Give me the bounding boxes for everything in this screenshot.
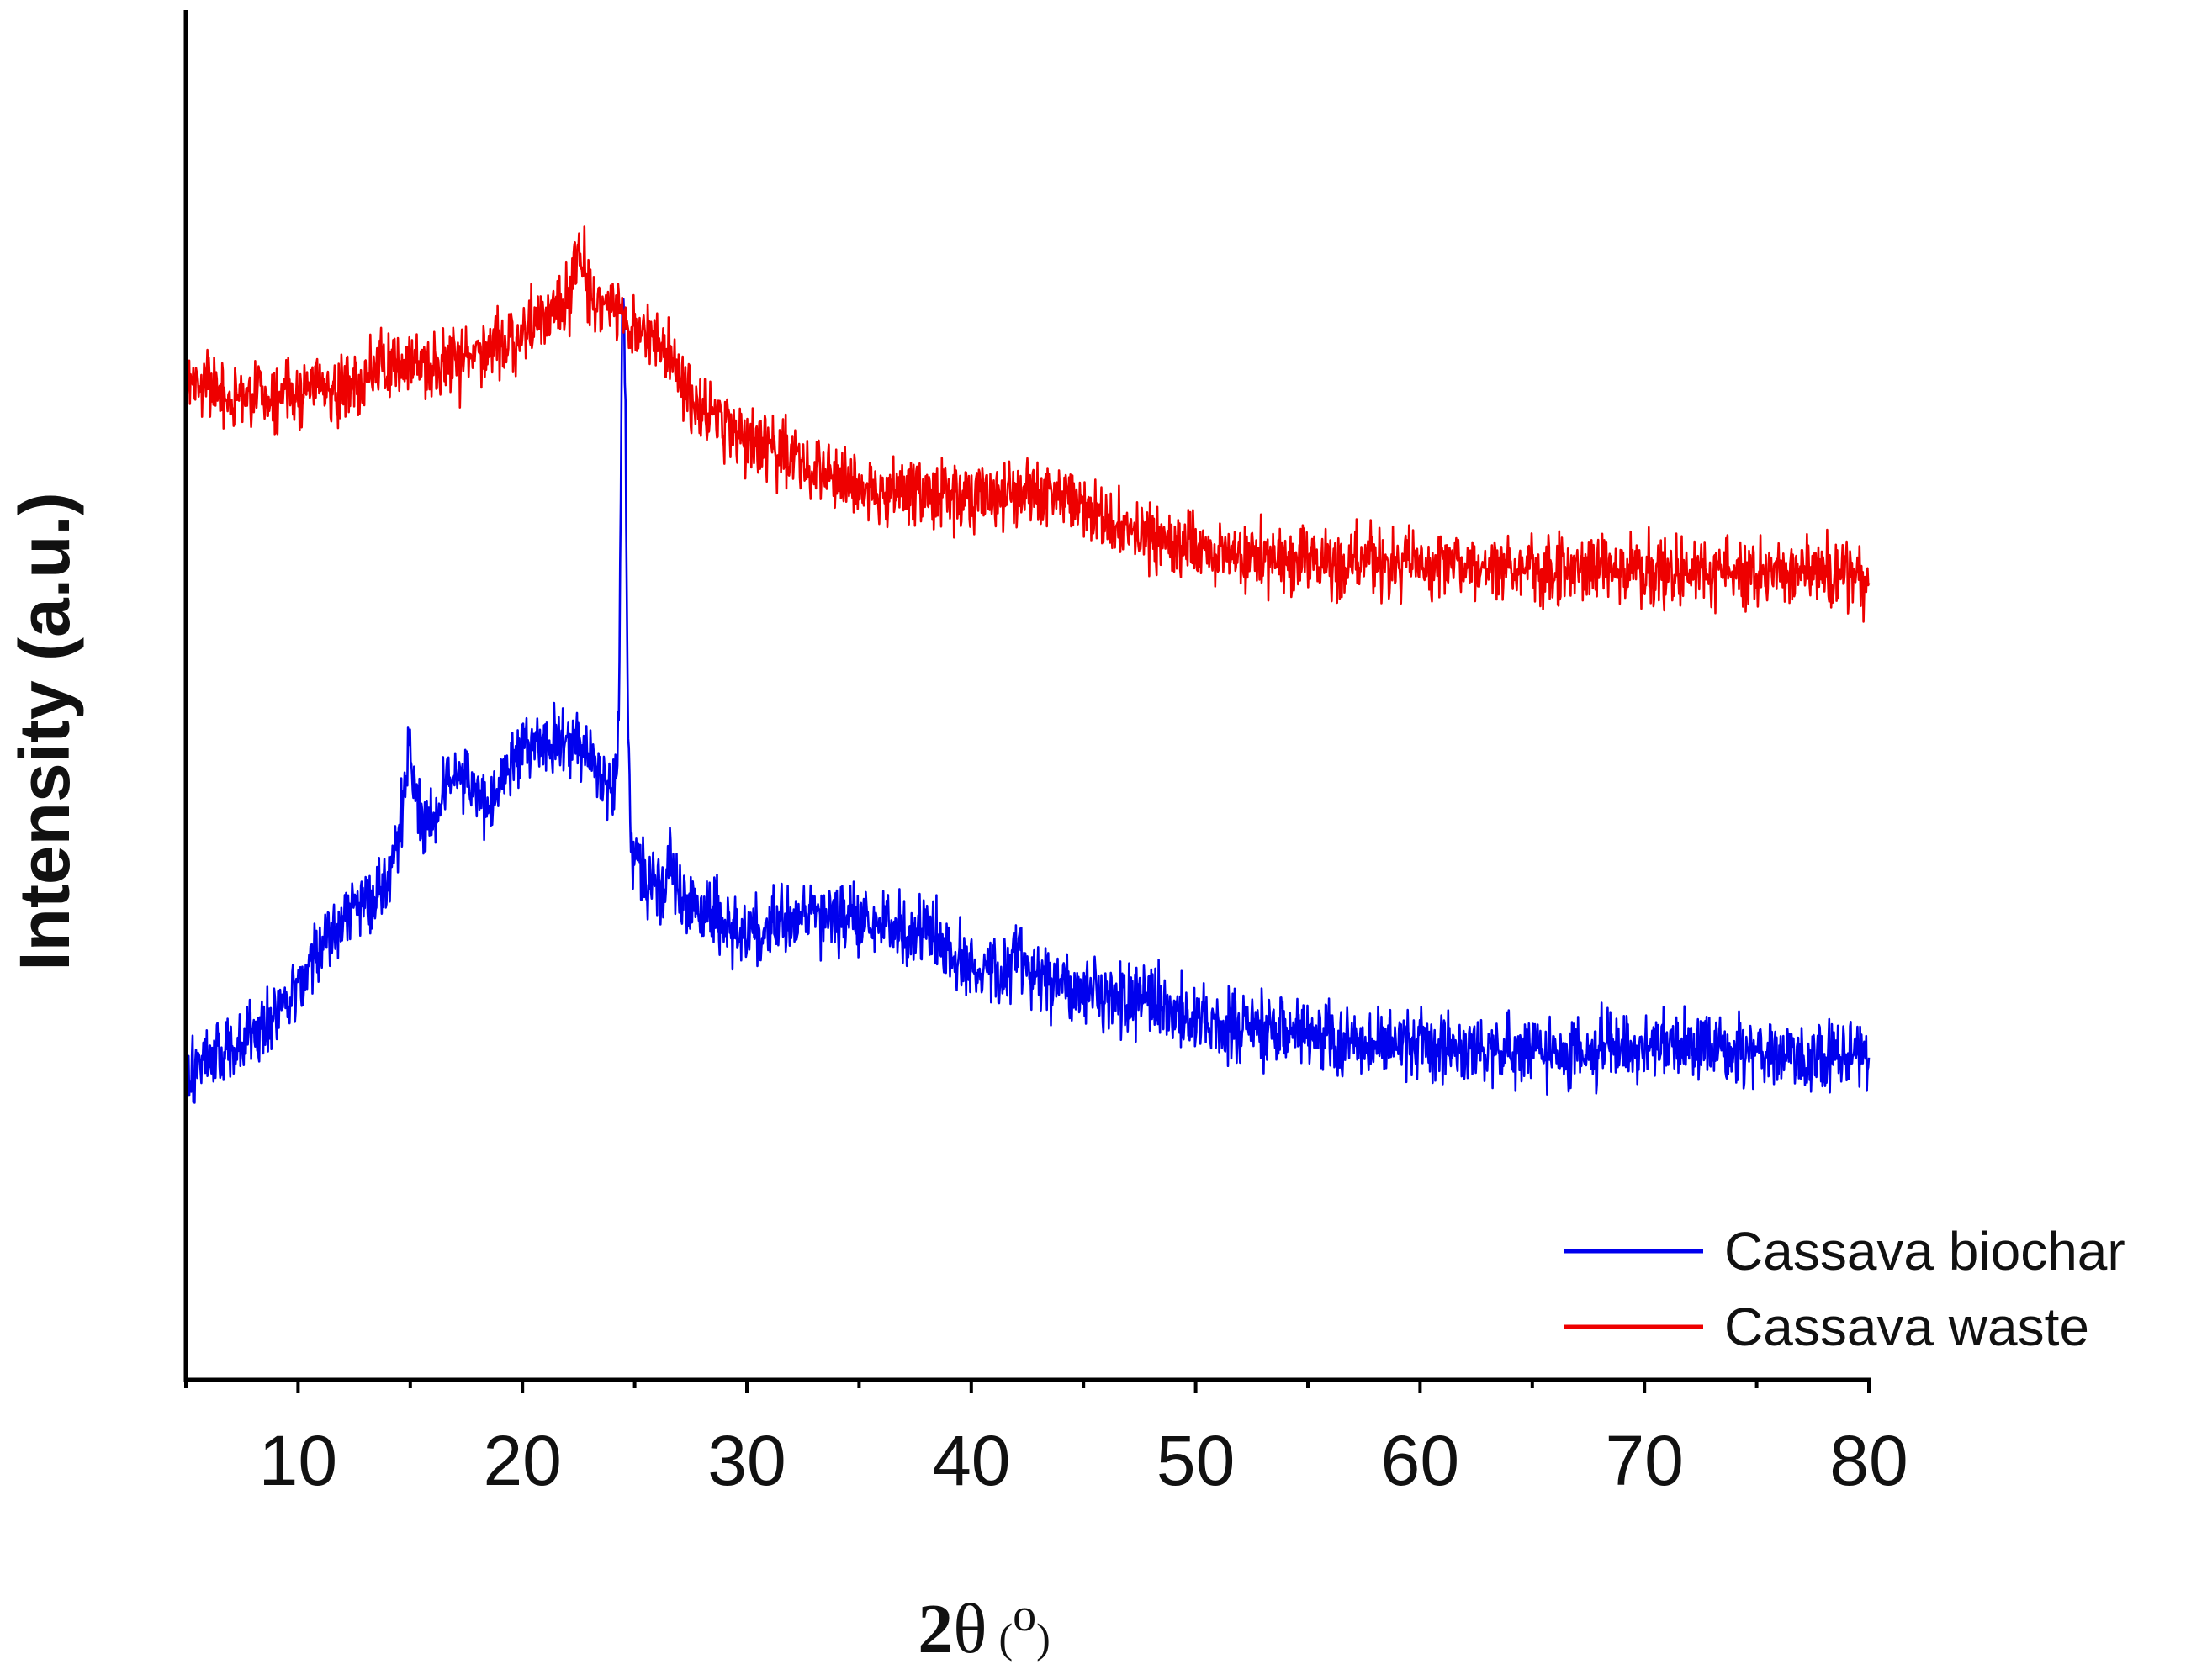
x-tick-label: 60 xyxy=(1381,1421,1459,1500)
x-axis-label-open-paren: ( xyxy=(998,1614,1013,1662)
legend-label-cassava-biochar: Cassava biochar xyxy=(1724,1221,2125,1281)
y-axis-label: Intensity (a.u.) xyxy=(5,492,84,970)
x-tick-label: 40 xyxy=(932,1421,1010,1500)
x-axis-label-theta: θ xyxy=(953,1590,987,1668)
x-tick-label: 80 xyxy=(1829,1421,1908,1500)
series-line-cassava-waste xyxy=(184,225,1871,623)
x-tick-label: 30 xyxy=(707,1421,786,1500)
x-tick-label: 50 xyxy=(1156,1421,1235,1500)
x-axis-label: 2θ (o) xyxy=(918,1589,1051,1668)
x-axis-label-degree: o xyxy=(1013,1589,1036,1641)
x-tick-label: 70 xyxy=(1605,1421,1683,1500)
x-axis-tick-labels: 10 20 30 40 50 60 70 80 xyxy=(259,1421,1908,1500)
legend: Cassava biochar Cassava waste xyxy=(1564,1221,2125,1357)
series-lines xyxy=(184,225,1871,1104)
legend-label-cassava-waste: Cassava waste xyxy=(1724,1297,2089,1357)
series-line-cassava-biochar xyxy=(184,298,1871,1104)
x-tick-label: 10 xyxy=(259,1421,337,1500)
x-axis-ticks xyxy=(184,1380,1871,1393)
x-axis-label-close-paren: ) xyxy=(1036,1614,1051,1662)
x-axis-label-two: 2 xyxy=(918,1590,953,1668)
x-tick-label: 20 xyxy=(483,1421,561,1500)
